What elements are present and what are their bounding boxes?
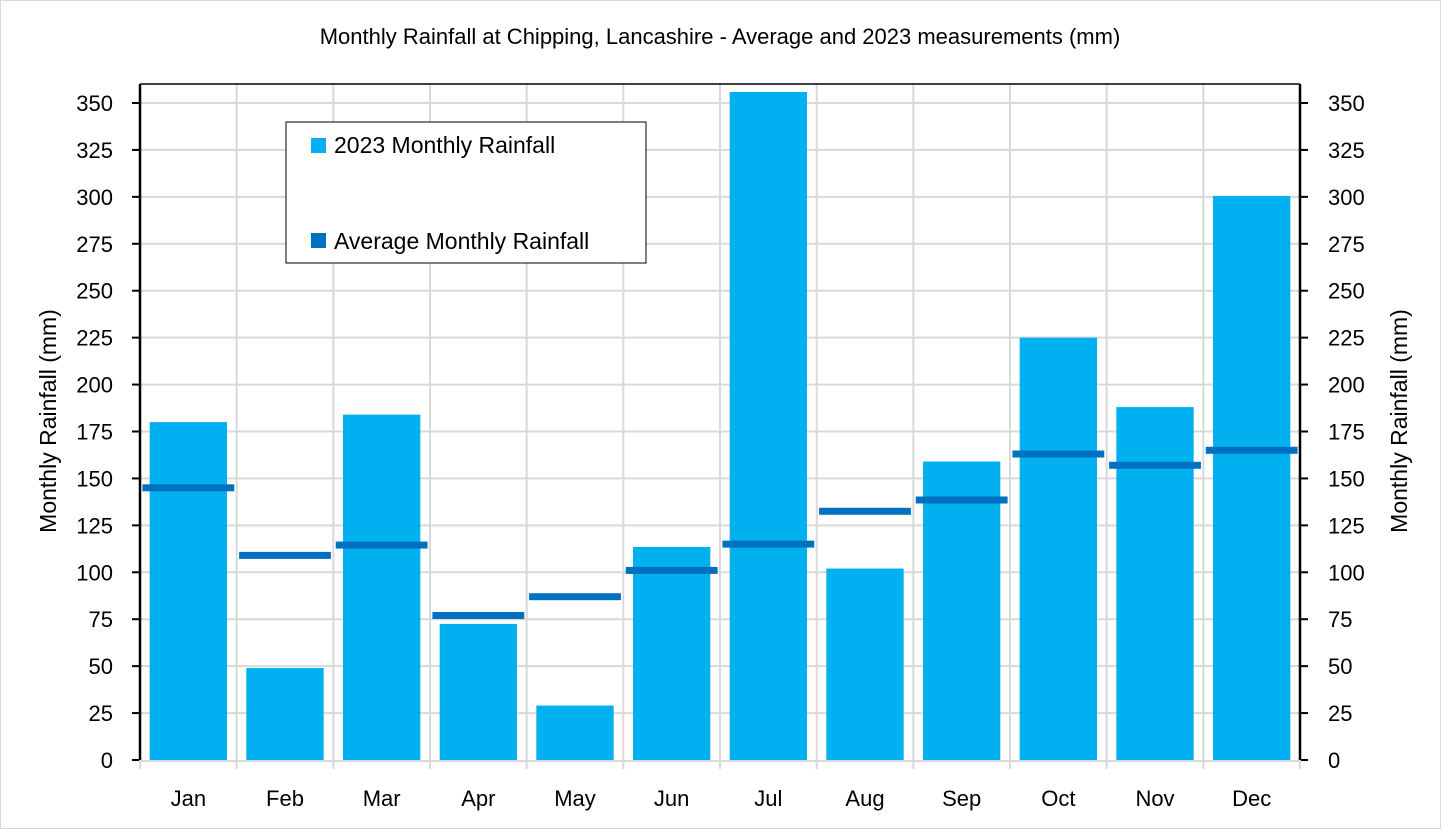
x-tick-label-dec: Dec bbox=[1232, 786, 1271, 811]
y-tick-label-left: 300 bbox=[76, 185, 113, 210]
x-tick-label-jul: Jul bbox=[754, 786, 782, 811]
y-tick-label-left: 225 bbox=[76, 326, 113, 351]
x-tick-label-feb: Feb bbox=[266, 786, 304, 811]
y-tick-label-right: 25 bbox=[1328, 701, 1352, 726]
bar-2023-oct bbox=[1019, 337, 1097, 760]
average-marker-nov bbox=[1109, 461, 1201, 469]
y-tick-label-right: 0 bbox=[1328, 748, 1340, 773]
average-marker-sep bbox=[915, 496, 1008, 504]
legend-swatch-2023 bbox=[311, 138, 326, 153]
y-tick-label-left: 275 bbox=[76, 232, 113, 257]
y-axis-right-title: Monthly Rainfall (mm) bbox=[1386, 309, 1412, 533]
average-marker-jul bbox=[722, 540, 815, 548]
y-tick-label-left: 75 bbox=[89, 607, 113, 632]
x-tick-label-jun: Jun bbox=[654, 786, 689, 811]
y-tick-label-right: 350 bbox=[1328, 91, 1365, 116]
y-axis-right-ticks: 0 25 50 75 100 125 150 175 200 225 250 275 300 325 350 bbox=[1300, 91, 1365, 773]
y-tick-label-right: 325 bbox=[1328, 138, 1365, 163]
bar-2023-feb bbox=[246, 668, 324, 760]
average-marker-oct bbox=[1012, 450, 1105, 458]
y-tick-label-right: 100 bbox=[1328, 560, 1365, 585]
y-tick-label-left: 200 bbox=[76, 373, 113, 398]
x-tick-label-sep: Sep bbox=[942, 786, 981, 811]
x-tick-label-oct: Oct bbox=[1041, 786, 1075, 811]
y-axis-left-title: Monthly Rainfall (mm) bbox=[35, 309, 61, 533]
x-tick-label-apr: Apr bbox=[461, 786, 495, 811]
bar-2023-aug bbox=[826, 568, 904, 760]
bar-2023-may bbox=[536, 705, 614, 760]
bar-2023-jul bbox=[729, 92, 807, 760]
average-marker-dec bbox=[1205, 446, 1298, 454]
average-marker-apr bbox=[432, 611, 525, 619]
y-tick-label-right: 200 bbox=[1328, 373, 1365, 398]
y-tick-label-right: 250 bbox=[1328, 279, 1365, 304]
y-axis-left-ticks: 0 25 50 75 100 125 150 175 200 225 250 275 300 325 350 bbox=[76, 91, 140, 773]
average-marker-feb bbox=[239, 551, 331, 559]
bar-2023-nov bbox=[1116, 407, 1194, 760]
y-tick-label-right: 175 bbox=[1328, 420, 1365, 445]
chart-title: Monthly Rainfall at Chipping, Lancashire… bbox=[320, 24, 1121, 49]
y-tick-label-right: 225 bbox=[1328, 326, 1365, 351]
x-tick-label-aug: Aug bbox=[845, 786, 884, 811]
gridlines bbox=[140, 84, 1300, 760]
average-marker-jun bbox=[625, 566, 718, 574]
bar-2023-jun bbox=[633, 546, 711, 760]
bar-2023-sep bbox=[923, 461, 1001, 760]
bar-2023-apr bbox=[439, 623, 517, 760]
y-tick-label-right: 50 bbox=[1328, 654, 1352, 679]
y-tick-label-left: 150 bbox=[76, 466, 113, 491]
average-marker-jan bbox=[142, 484, 235, 492]
y-tick-label-left: 175 bbox=[76, 420, 113, 445]
average-markers bbox=[142, 446, 1298, 619]
x-tick-label-nov: Nov bbox=[1135, 786, 1174, 811]
average-marker-aug bbox=[819, 507, 911, 515]
average-marker-may bbox=[529, 593, 621, 601]
y-tick-label-left: 125 bbox=[76, 513, 113, 538]
bar-2023-jan bbox=[149, 422, 227, 760]
y-tick-label-left: 325 bbox=[76, 138, 113, 163]
y-tick-label-left: 100 bbox=[76, 560, 113, 585]
y-tick-label-right: 125 bbox=[1328, 513, 1365, 538]
y-tick-label-left: 25 bbox=[89, 701, 113, 726]
bar-2023-mar bbox=[343, 414, 421, 760]
legend: 2023 Monthly Rainfall Average Monthly Ra… bbox=[285, 121, 647, 264]
y-tick-label-left: 350 bbox=[76, 91, 113, 116]
x-tick-label-jan: Jan bbox=[171, 786, 206, 811]
bars-2023 bbox=[149, 92, 1291, 760]
y-tick-label-left: 50 bbox=[89, 654, 113, 679]
x-tick-label-mar: Mar bbox=[363, 786, 401, 811]
bar-2023-dec bbox=[1213, 195, 1291, 760]
legend-label-average: Average Monthly Rainfall bbox=[334, 228, 589, 254]
y-tick-label-right: 300 bbox=[1328, 185, 1365, 210]
y-tick-label-left: 0 bbox=[101, 748, 113, 773]
legend-label-2023: 2023 Monthly Rainfall bbox=[334, 132, 555, 158]
average-marker-mar bbox=[335, 541, 428, 549]
legend-box bbox=[285, 121, 647, 264]
y-tick-label-right: 150 bbox=[1328, 466, 1365, 491]
x-tick-label-may: May bbox=[554, 786, 596, 811]
y-tick-label-right: 275 bbox=[1328, 232, 1365, 257]
legend-swatch-average bbox=[311, 233, 326, 248]
y-tick-label-right: 75 bbox=[1328, 607, 1352, 632]
y-tick-label-left: 250 bbox=[76, 279, 113, 304]
x-axis-ticks: Jan Feb Mar Apr May Jun Jul Aug Sep Oct Nov Dec bbox=[139, 760, 1301, 811]
